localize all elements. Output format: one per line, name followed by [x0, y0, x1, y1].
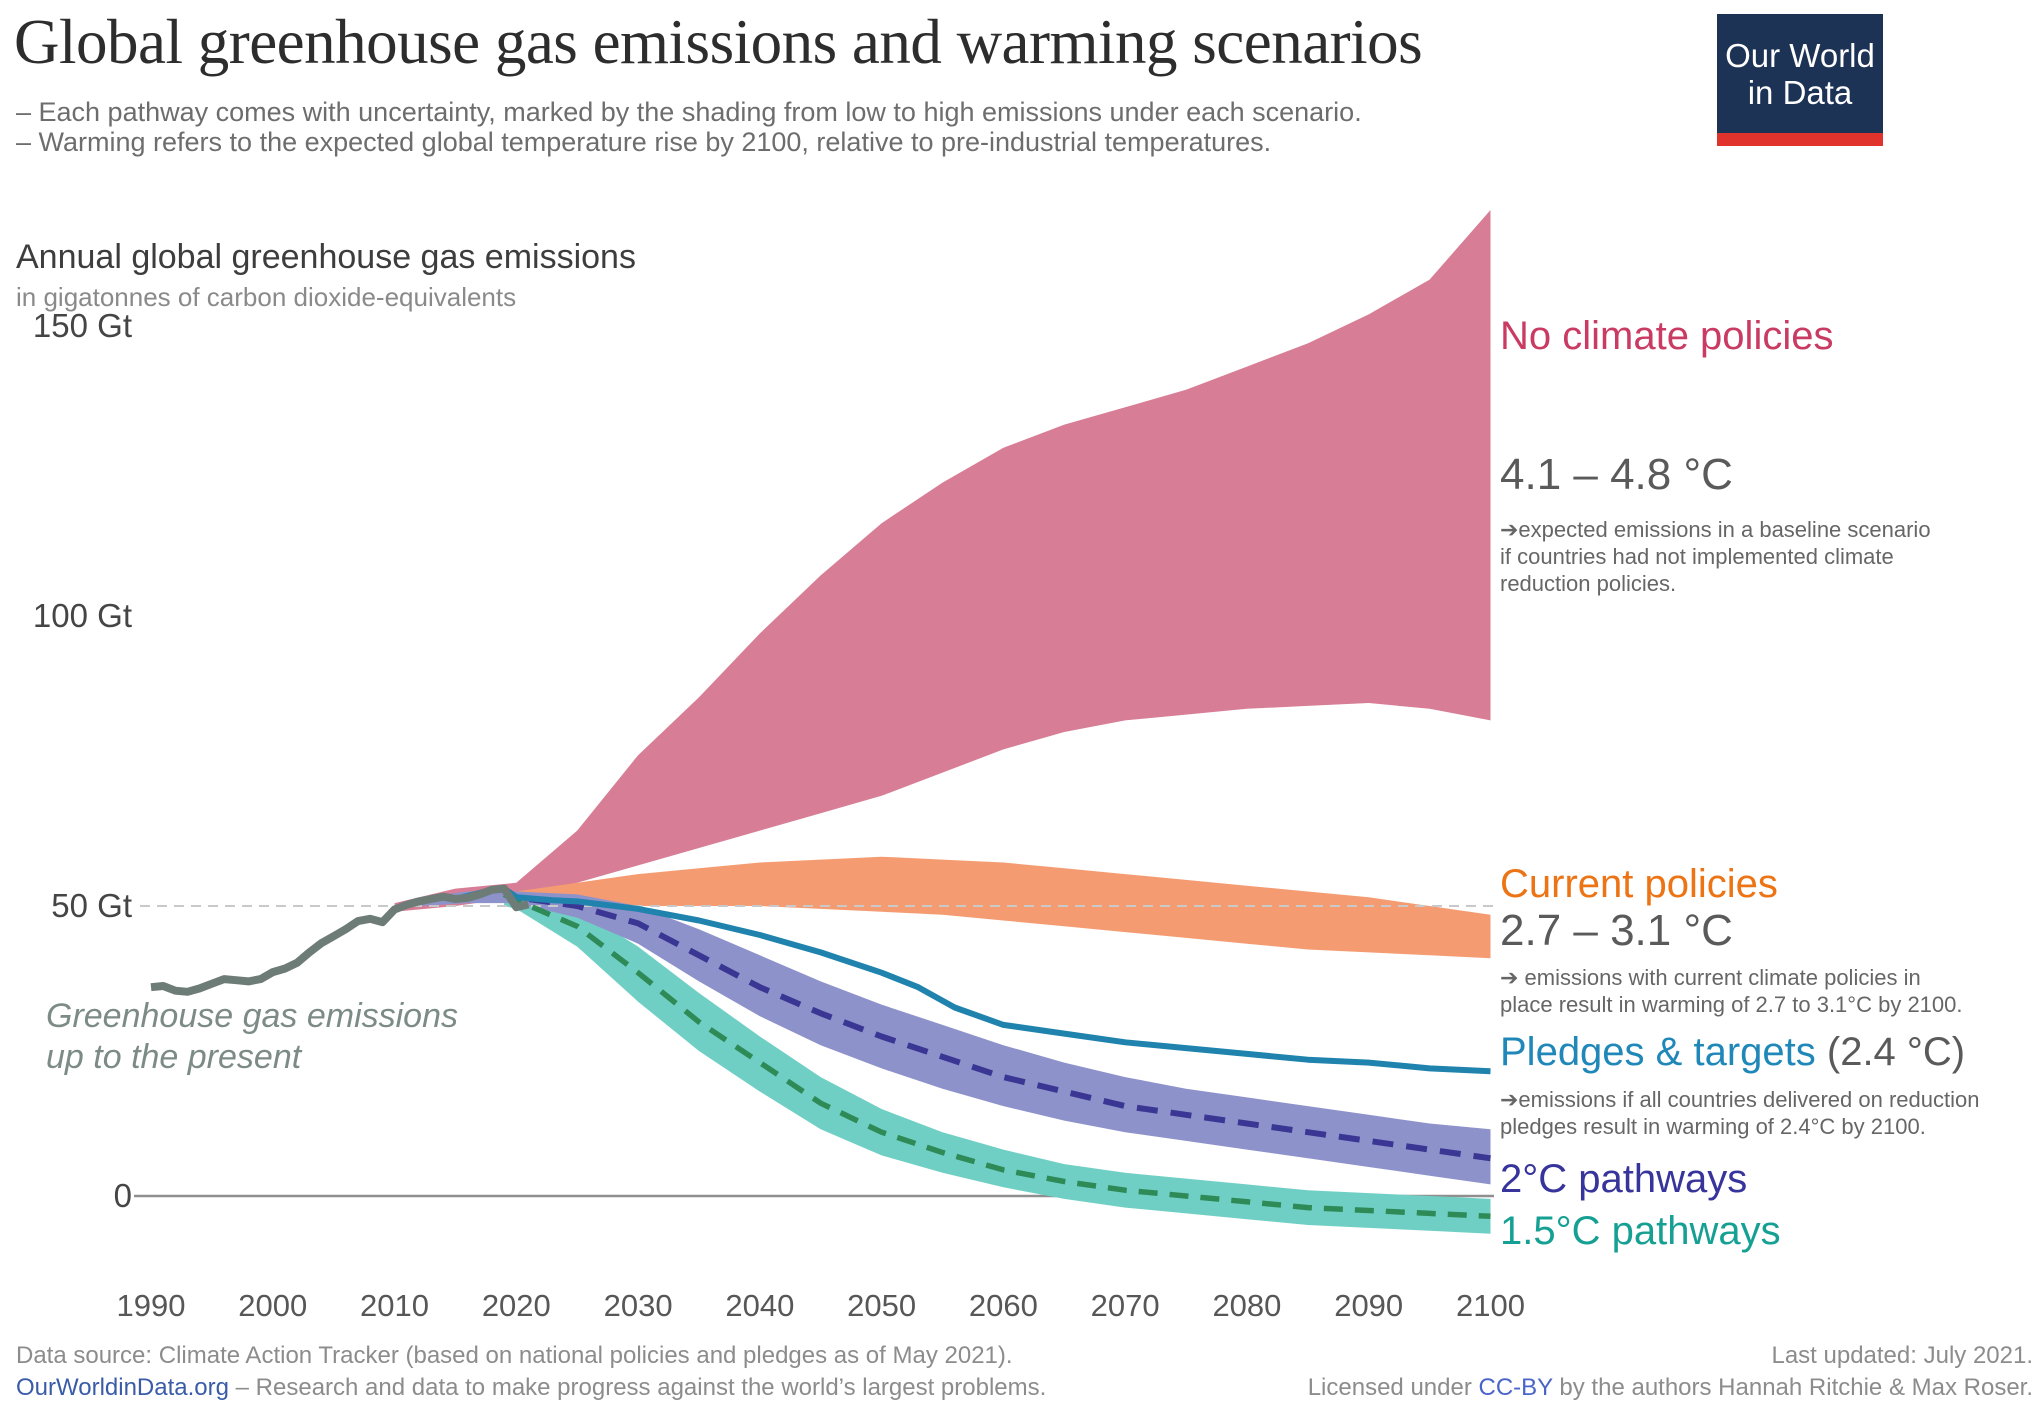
x-axis-tick-2020: 2020 [481, 1288, 551, 1323]
x-axis-tick-2050: 2050 [847, 1288, 917, 1323]
ccby-link[interactable]: CC-BY [1478, 1374, 1553, 1401]
chart-axis-subheading: in gigatonnes of carbon dioxide-equivale… [16, 282, 517, 312]
chart-axis-heading: Annual global greenhouse gas emissions [16, 238, 636, 276]
footer-owid-tagline: – Research and data to make progress aga… [228, 1374, 1047, 1401]
footer-data-source: Data source: Climate Action Tracker (bas… [16, 1342, 1013, 1369]
x-axis-tick-2040: 2040 [725, 1288, 795, 1323]
y-axis-tick-0: 0 [113, 1177, 132, 1214]
owid-logo: Our World in Data [1717, 14, 1883, 146]
temp-pledges-targets: (2.4 °C) [1826, 1030, 1966, 1074]
x-axis-tick-2070: 2070 [1090, 1288, 1160, 1323]
owid-link[interactable]: OurWorldinData.org [16, 1374, 229, 1401]
label-pledges-targets-text: Pledges & targets [1500, 1030, 1816, 1074]
history-annotation: Greenhouse gas emissions up to the prese… [46, 997, 459, 1076]
x-axis-tick-2090: 2090 [1334, 1288, 1404, 1323]
x-axis-tick-1990: 1990 [116, 1288, 186, 1323]
note-pledges-targets: ➔emissions if all countries delivered on… [1500, 1087, 1980, 1139]
x-axis-tick-2100: 2100 [1455, 1288, 1525, 1323]
note-no-climate-policies: ➔expected emissions in a baseline scenar… [1500, 517, 1931, 596]
footer-owid-line: OurWorldinData.org – Research and data t… [16, 1374, 1046, 1402]
footer-last-updated: Last updated: July 2021. [1771, 1342, 2033, 1369]
subtitle-line-1: – Each pathway comes with uncertainty, m… [16, 97, 1362, 127]
footer-license-prefix: Licensed under [1307, 1374, 1479, 1401]
label-no-climate-policies: No climate policies [1500, 314, 1834, 358]
y-axis-tick-50: 50 Gt [51, 887, 132, 924]
label-2c-pathways: 2°C pathways [1500, 1157, 1748, 1201]
temp-no-climate-policies: 4.1 – 4.8 °C [1500, 450, 1733, 499]
x-axis-tick-2010: 2010 [360, 1288, 430, 1323]
label-1-5c-pathways: 1.5°C pathways [1500, 1209, 1781, 1253]
owid-logo-line-1: Our World [1725, 36, 1875, 74]
footer-license: Licensed under CC-BY by the authors Hann… [1308, 1374, 2033, 1402]
temp-current-policies: 2.7 – 3.1 °C [1500, 906, 1733, 955]
owid-logo-line-2: in Data [1747, 73, 1853, 111]
page-title: Global greenhouse gas emissions and warm… [14, 7, 1423, 77]
x-axis-tick-2060: 2060 [968, 1288, 1038, 1323]
x-axis-tick-2030: 2030 [603, 1288, 673, 1323]
label-pledges-targets: Pledges & targets (2.4 °C) [1500, 1030, 1965, 1075]
x-axis-tick-2000: 2000 [238, 1288, 308, 1323]
x-axis-tick-2080: 2080 [1212, 1288, 1282, 1323]
y-axis-tick-100: 100 Gt [32, 597, 132, 634]
note-current-policies: ➔ emissions with current climate policie… [1500, 965, 1963, 1017]
y-axis-tick-150: 150 Gt [32, 307, 132, 344]
subtitle-line-2: – Warming refers to the expected global … [16, 127, 1272, 157]
footer-license-suffix: by the authors Hannah Ritchie & Max Rose… [1552, 1374, 2033, 1401]
label-current-policies: Current policies [1500, 862, 1778, 906]
